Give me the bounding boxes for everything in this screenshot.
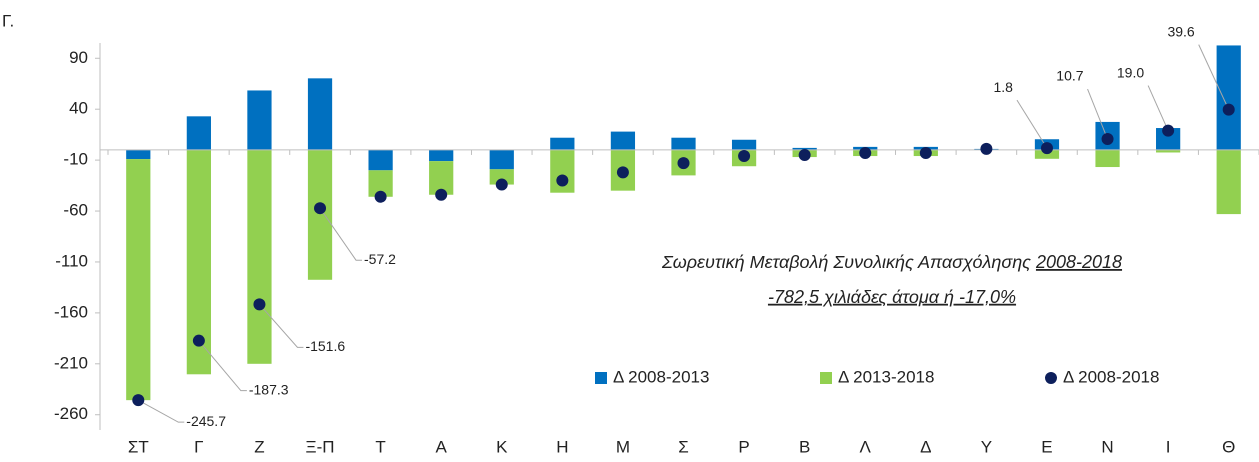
dot: [919, 146, 932, 159]
bar: [1216, 45, 1241, 150]
x-tick-label: Ι: [1166, 437, 1171, 456]
chart-title: Γ.: [2, 11, 14, 30]
leader-line: [259, 303, 304, 348]
data-label: 1.8: [994, 79, 1014, 95]
dot: [374, 190, 387, 203]
bar: [1034, 149, 1060, 159]
y-tick-label: -10: [63, 150, 88, 169]
bar: [126, 159, 151, 401]
data-label: -245.7: [186, 413, 226, 429]
dot: [616, 166, 629, 179]
leader-line: [1087, 88, 1109, 140]
leader-line: [1016, 99, 1048, 149]
dot: [253, 298, 266, 311]
bar: [610, 131, 636, 150]
dot: [192, 334, 205, 347]
annotation: Σωρευτική Μεταβολή Συνολικής Απασχόλησης…: [661, 252, 1122, 272]
legend-marker: [1045, 372, 1057, 384]
legend-label: Δ 2008-2013: [613, 367, 709, 386]
x-tick-label: Ξ-Π: [306, 437, 335, 456]
bar: [247, 90, 272, 150]
x-tick-label: Ν: [1101, 437, 1113, 456]
dot: [495, 178, 508, 191]
dot: [677, 157, 690, 170]
y-tick-label: -260: [54, 404, 88, 423]
bar: [307, 78, 333, 150]
y-tick-label: -60: [63, 201, 88, 220]
x-tick-label: Γ: [194, 437, 203, 456]
dot: [738, 150, 751, 163]
bar: [186, 116, 211, 150]
dot: [314, 202, 327, 215]
x-tick-label: Λ: [860, 437, 872, 456]
dot: [556, 174, 569, 187]
x-tick-label: Μ: [616, 437, 630, 456]
x-tick-label: ΣΤ: [128, 437, 149, 456]
bar: [550, 137, 575, 150]
x-tick-label: Ε: [1041, 437, 1052, 456]
legend-marker: [820, 372, 832, 384]
legend-label: Δ 2008-2018: [1063, 367, 1159, 386]
x-tick-label: Β: [799, 437, 810, 456]
bar: [671, 137, 696, 150]
bar: [368, 149, 393, 171]
dot: [980, 142, 993, 155]
bar: [307, 149, 333, 280]
bar: [126, 149, 151, 160]
data-label: -151.6: [305, 338, 345, 354]
x-tick-label: Η: [556, 437, 568, 456]
bar: [1156, 128, 1181, 150]
dot: [1222, 103, 1235, 116]
leader-line: [138, 399, 185, 423]
legend-marker: [595, 372, 607, 384]
bar: [1156, 149, 1181, 153]
data-label: 19.0: [1117, 64, 1144, 80]
x-tick-label: Ζ: [254, 437, 264, 456]
y-tick-label: 40: [69, 99, 88, 118]
bar: [1216, 149, 1241, 215]
annotation-text: 2008-2018: [1035, 252, 1122, 272]
legend-label: Δ 2013-2018: [838, 367, 934, 386]
leader-line: [198, 340, 247, 392]
dot: [132, 394, 145, 407]
data-label: -57.2: [364, 251, 396, 267]
dot: [1040, 142, 1053, 155]
y-tick-label: -110: [55, 251, 88, 270]
dot: [1101, 133, 1114, 146]
annotation-text: -782,5 χιλιάδες άτομα ή -17,0%: [768, 287, 1016, 307]
bar: [489, 149, 514, 170]
bar: [731, 139, 757, 150]
data-label: 39.6: [1167, 23, 1194, 39]
x-tick-label: Θ: [1222, 437, 1235, 456]
dot: [798, 149, 811, 162]
dot: [435, 188, 448, 201]
x-tick-label: Υ: [981, 437, 992, 456]
leader-line: [319, 207, 363, 261]
y-tick-label: -210: [54, 353, 88, 372]
x-tick-label: Σ: [678, 437, 689, 456]
leader-line: [1147, 85, 1169, 131]
bar: [1095, 149, 1120, 168]
bar: [247, 149, 272, 364]
dot: [1162, 124, 1175, 137]
leader-line: [1198, 44, 1230, 110]
x-tick-label: Α: [436, 437, 448, 456]
bar: [429, 149, 454, 162]
data-label: 10.7: [1056, 68, 1083, 84]
bar: [792, 147, 817, 150]
x-tick-label: Δ: [920, 437, 931, 456]
y-tick-label: -160: [54, 302, 88, 321]
x-tick-label: Κ: [496, 437, 508, 456]
x-tick-label: Τ: [375, 437, 385, 456]
dot: [859, 146, 872, 159]
x-tick-label: Ρ: [738, 437, 749, 456]
data-label: -187.3: [249, 381, 289, 397]
bar: [489, 169, 514, 185]
annotation-text: Σωρευτική Μεταβολή Συνολικής Απασχόλησης: [661, 252, 1036, 272]
y-tick-label: 90: [69, 48, 88, 67]
